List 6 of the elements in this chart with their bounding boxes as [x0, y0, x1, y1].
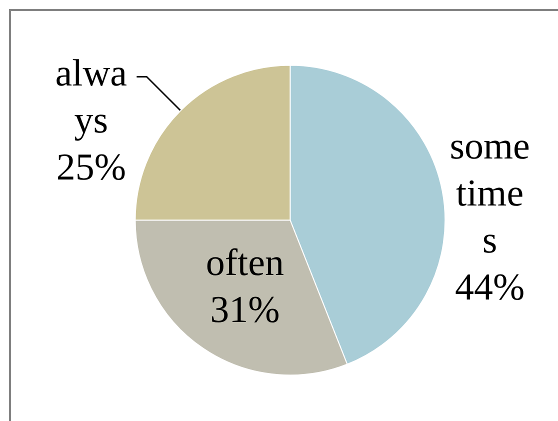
slice-label: always — [55, 52, 128, 142]
data-label: 25% — [56, 146, 126, 189]
slice-label: sometimes — [450, 125, 530, 262]
data-label: 44% — [454, 266, 525, 308]
slice-label: often — [206, 242, 284, 284]
data-label: 31% — [210, 289, 280, 332]
